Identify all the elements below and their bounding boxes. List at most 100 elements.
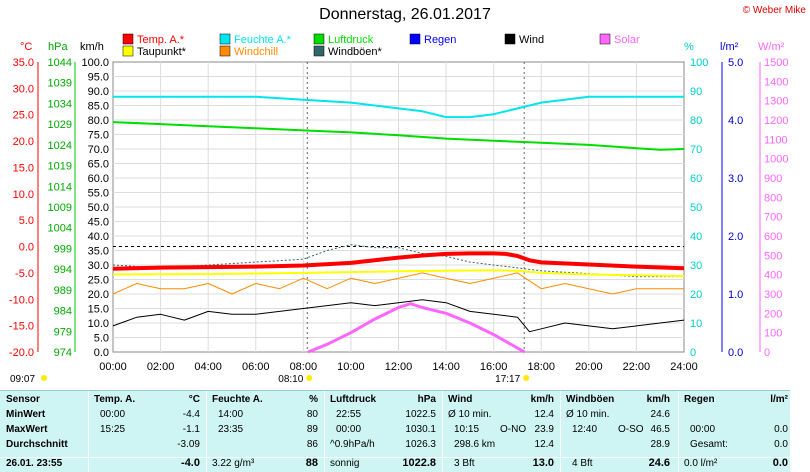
tick-time: 08:00	[290, 361, 318, 373]
tick-wm2: 300	[764, 289, 782, 301]
regen-max-value: 0.0	[774, 424, 788, 435]
tick-time: 22:00	[623, 361, 651, 373]
tick-wm2: 1100	[764, 134, 788, 146]
tick-c: -10.0	[9, 294, 34, 306]
luftdruck-max-time: 00:00	[336, 424, 362, 435]
unit-lm2: l/m²	[720, 41, 739, 53]
tick-kmh: 20.0	[88, 289, 109, 301]
legend-swatch-solar	[599, 33, 611, 45]
tick-lm2: 5.0	[728, 57, 743, 69]
wind-title: Wind	[448, 394, 473, 405]
legend-label-luftdruck: Luftdruck	[328, 34, 374, 46]
tick-time: 20:00	[575, 361, 603, 373]
tick-pct: 70	[690, 144, 702, 156]
tick-kmh: 40.0	[88, 231, 109, 243]
legend-label-temp: Temp. A.*	[137, 34, 185, 46]
tick-time: 10:00	[337, 361, 365, 373]
row-label-now: 26.01. 23:55	[6, 458, 63, 469]
tick-time: 00:00	[99, 361, 127, 373]
series-line-temp	[112, 251, 685, 271]
tick-time: 24:00	[670, 361, 698, 373]
axes-layer: 100.095.090.085.080.075.070.065.060.055.…	[9, 41, 789, 385]
tick-kmh: 5.0	[94, 333, 109, 345]
tick-kmh: 0.0	[94, 347, 109, 359]
tick-kmh: 15.0	[88, 304, 109, 316]
row-label-sensor: Sensor	[6, 394, 40, 405]
tick-hpa: 1029	[48, 119, 72, 131]
tick-kmh: 80.0	[88, 115, 109, 127]
wind-distance: 298.6 km	[454, 439, 496, 450]
legend-label-taupunkt: Taupunkt*	[137, 46, 187, 58]
tick-c: 15.0	[13, 162, 34, 174]
tick-kmh: 60.0	[88, 173, 109, 185]
feuchte-avg-value: 86	[306, 439, 318, 450]
temp-now-value: -4.0	[181, 457, 200, 469]
tick-wm2: 700	[764, 212, 782, 224]
boeen-min-label: Ø 10 min.	[566, 409, 610, 420]
tick-kmh: 95.0	[88, 72, 109, 84]
tick-hpa: 1039	[48, 78, 72, 90]
tick-hpa: 989	[54, 285, 72, 297]
tick-wm2: 600	[764, 231, 782, 243]
wind-max-value: 23.9	[534, 424, 554, 435]
tick-pct: 10	[690, 318, 702, 330]
tick-kmh: 90.0	[88, 86, 109, 98]
unit-kmh: km/h	[80, 41, 104, 53]
series-line-wind	[112, 299, 685, 333]
tick-wm2: 1000	[764, 154, 788, 166]
copyright-text[interactable]: © Weber Mike	[742, 5, 806, 16]
tick-hpa: 974	[54, 347, 72, 359]
moon-icon	[41, 375, 47, 381]
tick-c: 25.0	[13, 110, 34, 122]
tick-hpa: 1009	[48, 202, 72, 214]
tick-kmh: 85.0	[88, 101, 109, 113]
tick-hpa: 1004	[48, 223, 72, 235]
tick-c: 30.0	[13, 83, 34, 95]
feuchte-min-value: 80	[306, 409, 318, 420]
tick-wm2: 1400	[764, 76, 788, 88]
series-line-windboeen	[112, 244, 684, 278]
tick-kmh: 30.0	[88, 260, 109, 272]
tick-pct: 0	[690, 347, 696, 359]
tick-time: 18:00	[527, 361, 555, 373]
legend-swatch-wind	[504, 33, 516, 45]
tick-time: 02:00	[147, 361, 175, 373]
wind-beaufort: 3 Bft	[454, 458, 475, 469]
legend-label-feuchte: Feuchte A.*	[234, 34, 292, 46]
unit-wm2: W/m²	[758, 41, 785, 53]
tick-time: 04:00	[194, 361, 222, 373]
row-label-min: MinWert	[6, 409, 46, 420]
tick-pct: 20	[690, 289, 702, 301]
tick-kmh: 100.0	[81, 57, 109, 69]
feuchte-max-value: 89	[306, 424, 318, 435]
luftdruck-avg-value: 1026.3	[405, 439, 436, 450]
unit-c: °C	[20, 41, 32, 53]
temp-avg-value: -3.09	[177, 439, 200, 450]
tick-lm2: 1.0	[728, 289, 743, 301]
wind-now-value: 13.0	[532, 457, 554, 469]
regen-total-label: Gesamt:	[690, 439, 728, 450]
luftdruck-max-value: 1030.1	[405, 424, 436, 435]
weather-chart: 100.095.090.085.080.075.070.065.060.055.…	[9, 33, 789, 385]
tick-time: 16:00	[480, 361, 508, 373]
wind-avg-value: 12.4	[534, 439, 554, 450]
tick-lm2: 3.0	[728, 173, 743, 185]
series-line-feuchte	[113, 95, 684, 119]
boeen-now-value: 24.6	[648, 457, 670, 469]
summary-table: Sensor MinWert MaxWert Durchschnitt 26.0…	[0, 390, 790, 472]
tick-wm2: 400	[764, 270, 782, 282]
tick-hpa: 1019	[48, 161, 72, 173]
tick-kmh: 65.0	[88, 159, 109, 171]
tick-time: 14:00	[432, 361, 460, 373]
legend-label-windboeen: Windböen*	[328, 46, 383, 58]
legend-swatch-luftdruck	[313, 33, 325, 45]
tick-hpa: 979	[54, 326, 72, 338]
legend-label-regen: Regen	[424, 34, 456, 46]
boeen-max-time: 12:40	[572, 424, 598, 435]
tick-hpa: 1024	[48, 140, 72, 152]
luftdruck-min-value: 1022.5	[405, 409, 436, 420]
temp-max-value: -1.1	[182, 424, 200, 435]
tick-kmh: 35.0	[88, 246, 109, 258]
series-layer	[112, 95, 685, 354]
tick-hpa: 1014	[48, 181, 72, 193]
